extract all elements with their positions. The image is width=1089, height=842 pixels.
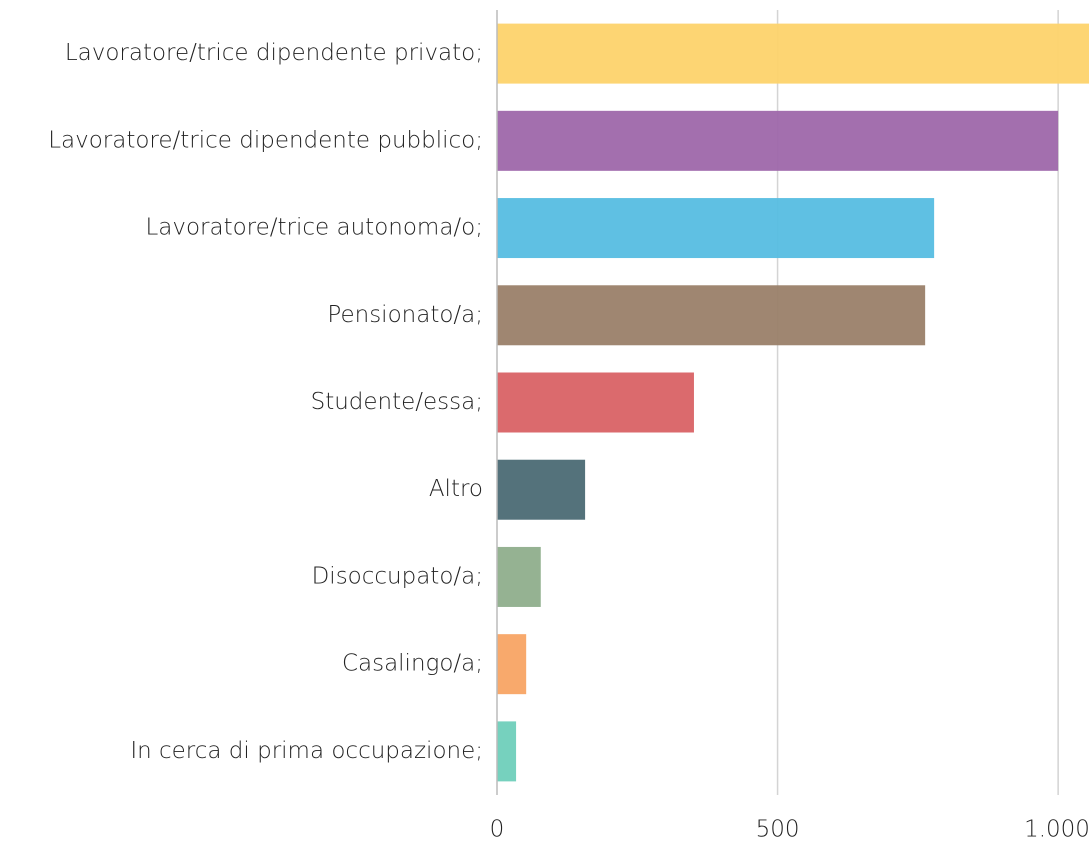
y-tick-label: In cerca di prima occupazione; [130, 738, 483, 764]
bar [497, 546, 541, 607]
bar [497, 285, 926, 346]
y-tick-label: Casalingo/a; [342, 651, 483, 677]
x-tick-label: 1.000 [1024, 817, 1089, 842]
bar [497, 372, 694, 433]
y-tick-label: Lavoratore/trice dipendente pubblico; [48, 127, 483, 153]
y-tick-label: Lavoratore/trice dipendente privato; [65, 40, 483, 66]
bar [497, 110, 1059, 171]
x-tick-label: 500 [756, 817, 800, 842]
y-tick-label: Studente/essa; [311, 389, 483, 415]
bar [497, 198, 935, 259]
y-tick-label: Disoccupato/a; [312, 563, 483, 589]
x-tick-label: 0 [490, 817, 505, 842]
y-tick-label: Lavoratore/trice autonoma/o; [145, 215, 483, 241]
y-tick-label: Altro [429, 476, 483, 502]
bar [497, 721, 517, 782]
y-tick-label: Pensionato/a; [327, 302, 483, 328]
bar [497, 23, 1089, 84]
bar [497, 459, 586, 520]
bar [497, 634, 527, 695]
